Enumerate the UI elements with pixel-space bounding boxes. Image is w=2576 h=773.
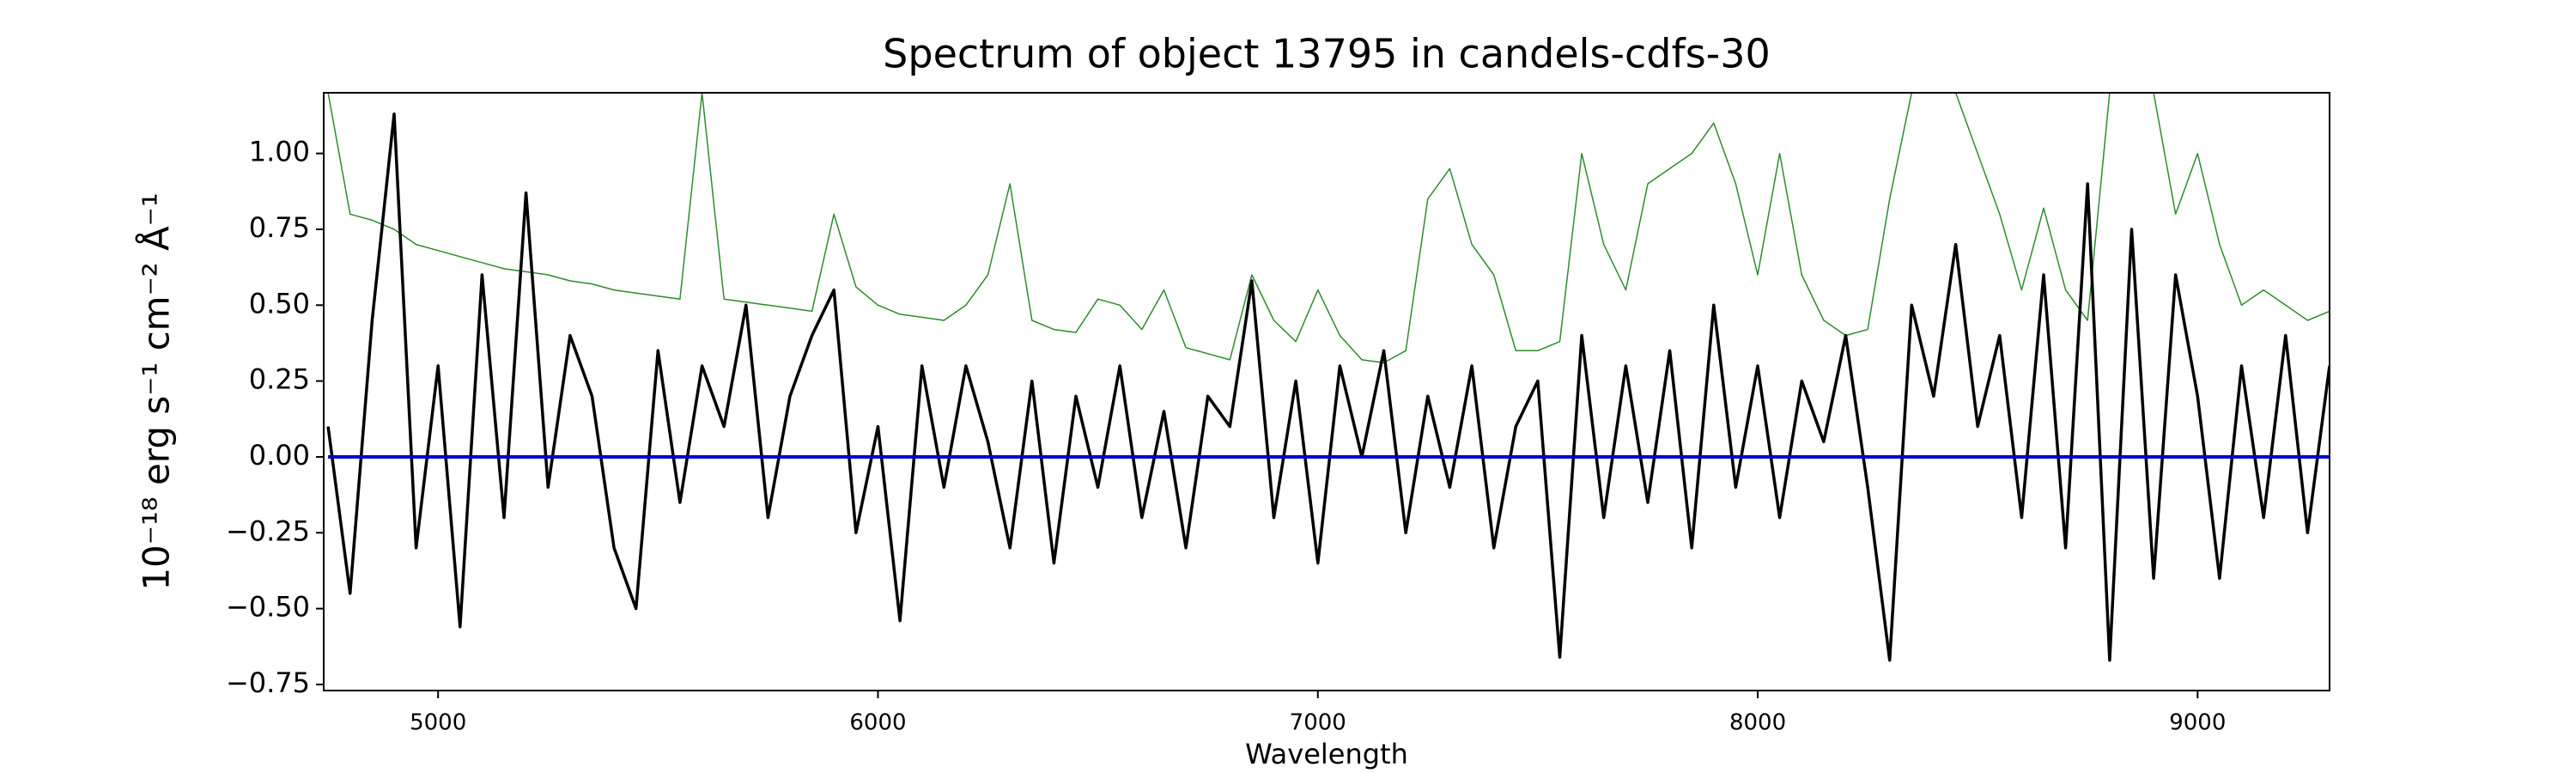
y-tick-label: −0.75 [226,666,310,699]
x-axis-label: Wavelength [1245,738,1408,770]
y-tick-label: 0.75 [249,211,310,244]
axes-frame [323,92,2330,691]
series-line [326,112,2330,662]
y-tick-label: −0.25 [226,514,310,547]
y-tick-label: 0.00 [249,439,310,472]
y-tick-label: 1.00 [249,136,310,168]
x-tick-label: 7000 [1290,710,1346,736]
y-axis-label: 10⁻¹⁸ erg s⁻¹ cm⁻² Å⁻¹ [135,192,178,590]
plot-area [326,93,2330,662]
chart-title: Spectrum of object 13795 in candels-cdfs… [883,31,1771,77]
series-line [327,93,2330,364]
x-tick-label: 8000 [1729,710,1786,736]
y-tick-label: 0.25 [249,363,310,396]
y-tick-label: −0.50 [226,591,310,624]
x-tick-label: 6000 [849,710,906,736]
x-tick-label: 9000 [2169,710,2226,736]
y-tick-label: 0.50 [249,287,310,320]
x-tick-label: 5000 [410,710,466,736]
